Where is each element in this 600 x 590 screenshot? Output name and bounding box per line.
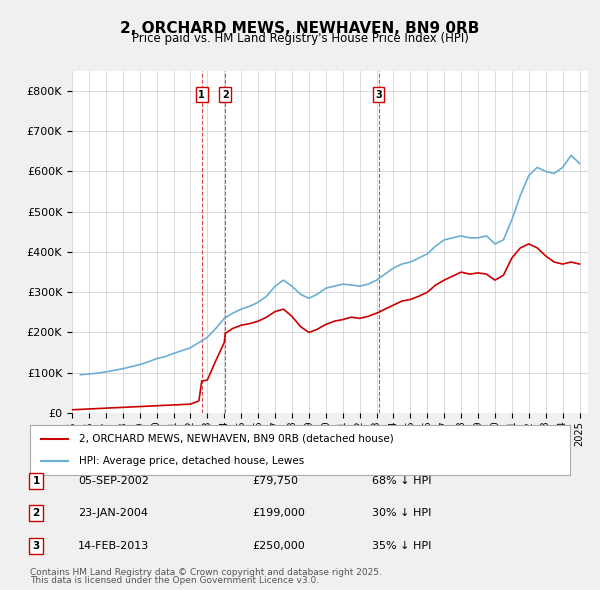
Text: 3: 3 — [32, 541, 40, 550]
Text: HPI: Average price, detached house, Lewes: HPI: Average price, detached house, Lewe… — [79, 456, 304, 466]
Text: 2: 2 — [222, 90, 229, 100]
Text: 1: 1 — [199, 90, 205, 100]
Text: 14-FEB-2013: 14-FEB-2013 — [78, 541, 149, 550]
Text: £79,750: £79,750 — [252, 476, 298, 486]
Text: This data is licensed under the Open Government Licence v3.0.: This data is licensed under the Open Gov… — [30, 576, 319, 585]
Text: 05-SEP-2002: 05-SEP-2002 — [78, 476, 149, 486]
Text: £250,000: £250,000 — [252, 541, 305, 550]
Text: 2: 2 — [32, 509, 40, 518]
Text: 23-JAN-2004: 23-JAN-2004 — [78, 509, 148, 518]
Text: 2, ORCHARD MEWS, NEWHAVEN, BN9 0RB (detached house): 2, ORCHARD MEWS, NEWHAVEN, BN9 0RB (deta… — [79, 434, 394, 444]
Text: Contains HM Land Registry data © Crown copyright and database right 2025.: Contains HM Land Registry data © Crown c… — [30, 568, 382, 577]
Text: 30% ↓ HPI: 30% ↓ HPI — [372, 509, 431, 518]
Text: 68% ↓ HPI: 68% ↓ HPI — [372, 476, 431, 486]
Text: 35% ↓ HPI: 35% ↓ HPI — [372, 541, 431, 550]
Text: Price paid vs. HM Land Registry's House Price Index (HPI): Price paid vs. HM Land Registry's House … — [131, 32, 469, 45]
Text: £199,000: £199,000 — [252, 509, 305, 518]
Text: 3: 3 — [375, 90, 382, 100]
Text: 2, ORCHARD MEWS, NEWHAVEN, BN9 0RB: 2, ORCHARD MEWS, NEWHAVEN, BN9 0RB — [121, 21, 479, 35]
Text: 1: 1 — [32, 476, 40, 486]
